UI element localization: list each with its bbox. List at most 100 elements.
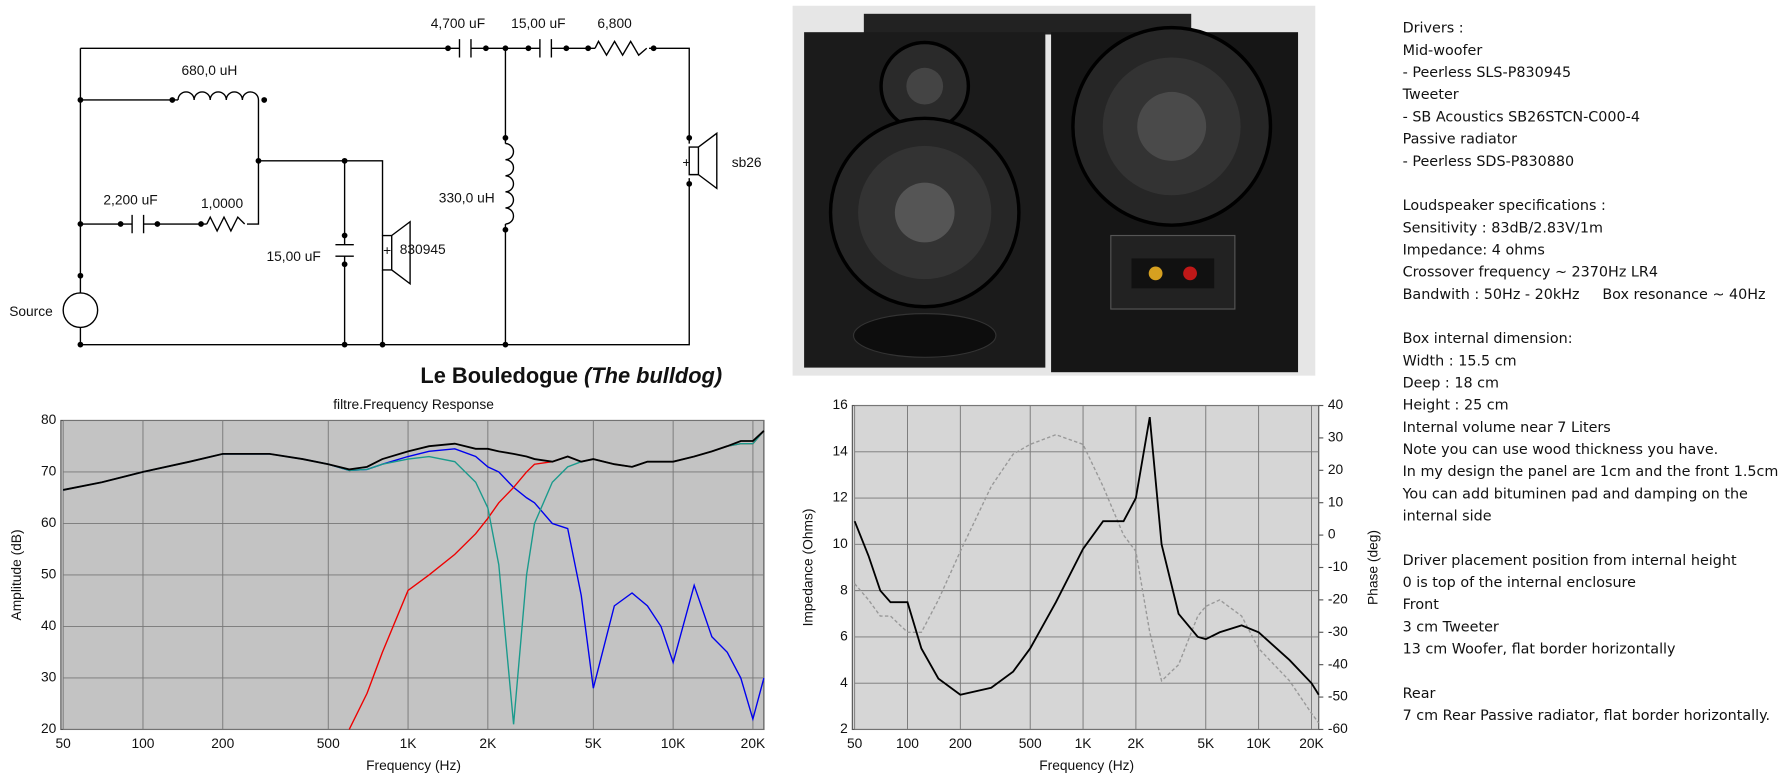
y2-axis-label: Phase (deg) bbox=[1366, 530, 1381, 605]
note-line: Mid-woofer bbox=[1403, 43, 1483, 59]
y-tick-label: 60 bbox=[41, 515, 57, 530]
x-tick-label: 500 bbox=[1019, 736, 1042, 751]
component-label: 680,0 uH bbox=[181, 63, 237, 78]
x-tick-label: 1K bbox=[400, 736, 418, 751]
y2-tick-label: -10 bbox=[1328, 559, 1348, 574]
woofer-symbol bbox=[381, 220, 411, 286]
note-line: Height : 25 cm bbox=[1403, 398, 1509, 414]
y-tick-label: 10 bbox=[832, 536, 848, 551]
series-line bbox=[63, 430, 765, 491]
y2-tick-label: 20 bbox=[1328, 462, 1344, 477]
x-tick-label: 200 bbox=[949, 736, 972, 751]
series-line bbox=[853, 416, 1320, 696]
y2-tick-label: -40 bbox=[1328, 656, 1348, 671]
y-tick-label: 40 bbox=[41, 618, 57, 633]
component-label: 330,0 uH bbox=[439, 190, 495, 205]
y-tick-label: 30 bbox=[41, 670, 57, 685]
note-line: 7 cm Rear Passive radiator, flat border … bbox=[1403, 708, 1771, 724]
note-line: Passive radiator bbox=[1403, 132, 1518, 148]
component-label: 830945 bbox=[400, 242, 446, 257]
note-line: Sensitivity : 83dB/2.83V/1m bbox=[1403, 220, 1603, 236]
x-tick-label: 1K bbox=[1075, 736, 1093, 751]
note-line: Impedance: 4 ohms bbox=[1403, 242, 1545, 258]
caption-subtitle: (The bulldog) bbox=[584, 363, 722, 388]
note-line: Crossover frequency ~ 2370Hz LR4 bbox=[1403, 265, 1658, 281]
y-tick-label: 16 bbox=[832, 397, 848, 412]
note-line: - Peerless SLS-P830945 bbox=[1403, 65, 1572, 81]
x-tick-label: 2K bbox=[1127, 736, 1145, 751]
note-line: Box internal dimension: bbox=[1403, 331, 1573, 347]
inductor bbox=[177, 91, 515, 225]
polarity: + bbox=[383, 243, 391, 258]
note-line: Bandwith : 50Hz - 20kHz Box resonance ~ … bbox=[1403, 287, 1766, 303]
y2-tick-label: -50 bbox=[1328, 689, 1348, 704]
component-label: sb26 bbox=[732, 155, 762, 170]
component-label: 15,00 uF bbox=[511, 16, 565, 31]
note-line: In my design the panel are 1cm and the f… bbox=[1403, 464, 1779, 480]
note-line: 13 cm Woofer, flat border horizontally bbox=[1403, 642, 1676, 658]
plot-area bbox=[851, 404, 1320, 731]
note-line: Tweeter bbox=[1402, 87, 1459, 103]
y-tick-label: 4 bbox=[840, 675, 848, 690]
y-tick-label: 2 bbox=[840, 721, 848, 736]
note-line: Note you can use wood thickness you have… bbox=[1403, 442, 1719, 458]
component-label: 15,00 uF bbox=[267, 249, 321, 264]
component-label: 2,200 uF bbox=[103, 193, 157, 208]
component-label: 6,800 bbox=[597, 16, 632, 31]
note-line: - Peerless SDS-P830880 bbox=[1403, 154, 1575, 170]
source-symbol bbox=[62, 292, 99, 329]
notes: Drivers : Mid-woofer - Peerless SLS-P83094… bbox=[1402, 21, 1779, 724]
x-axis-label: Frequency (Hz) bbox=[1039, 758, 1134, 773]
chart-title: filtre.Frequency Response bbox=[333, 397, 494, 412]
capacitor bbox=[131, 39, 553, 257]
x-tick-label: 50 bbox=[847, 736, 863, 751]
y-tick-label: 70 bbox=[41, 464, 57, 479]
note-line: Deep : 18 cm bbox=[1403, 375, 1499, 391]
note-line: Loudspeaker specifications : bbox=[1403, 198, 1606, 214]
y2-tick-label: 10 bbox=[1328, 494, 1344, 509]
y-tick-label: 50 bbox=[41, 567, 57, 582]
y2-tick-label: 0 bbox=[1328, 527, 1336, 542]
component-label: 4,700 uF bbox=[431, 16, 485, 31]
charts: 50 100 200 500 1K 2K 5K 10K 20K20304050607080fil… bbox=[9, 397, 1381, 773]
tweeter-symbol bbox=[688, 131, 718, 190]
y2-tick-label: 30 bbox=[1328, 430, 1344, 445]
wire bbox=[79, 47, 690, 346]
note-line: Front bbox=[1403, 597, 1440, 613]
junctions bbox=[77, 45, 693, 348]
x-tick-label: 200 bbox=[211, 736, 234, 751]
polarity: + bbox=[682, 155, 690, 170]
y2-tick-label: -30 bbox=[1328, 624, 1348, 639]
y-tick-label: 12 bbox=[832, 490, 847, 505]
caption-title: Le Bouledogue bbox=[420, 363, 578, 388]
y2-tick-label: 40 bbox=[1328, 397, 1344, 412]
caption: Le Bouledogue (The bulldog) bbox=[420, 363, 722, 388]
x-tick-label: 100 bbox=[896, 736, 919, 751]
note-line: Driver placement position from internal … bbox=[1403, 553, 1737, 569]
note-line: - SB Acoustics SB26STCN-C000-4 bbox=[1403, 109, 1640, 125]
x-tick-label: 500 bbox=[317, 736, 340, 751]
note-line: internal side bbox=[1403, 508, 1492, 524]
x-tick-label: 5K bbox=[585, 736, 603, 751]
x-tick-label: 5K bbox=[1197, 736, 1215, 751]
component-label: Source bbox=[9, 304, 53, 319]
y-axis-label: Impedance (Ohms) bbox=[800, 509, 815, 627]
note-line: 3 cm Tweeter bbox=[1403, 619, 1499, 635]
y2-tick-label: -20 bbox=[1328, 592, 1348, 607]
y-tick-label: 6 bbox=[840, 629, 848, 644]
y-axis-label: Amplitude (dB) bbox=[9, 529, 24, 620]
y-tick-label: 20 bbox=[41, 721, 57, 736]
x-tick-label: 100 bbox=[131, 736, 154, 751]
y-tick-label: 8 bbox=[840, 582, 848, 597]
note-line: Width : 15.5 cm bbox=[1403, 353, 1517, 369]
note-line: You can add bituminen pad and damping on… bbox=[1402, 486, 1748, 502]
x-tick-label: 2K bbox=[479, 736, 497, 751]
x-tick-label: 50 bbox=[56, 736, 72, 751]
note-line: Drivers : bbox=[1403, 21, 1464, 37]
y2-tick-label: -60 bbox=[1328, 721, 1348, 736]
schematic: 4,700 uF 15,00 uF 6,800 680,0 uH 330,0 u… bbox=[9, 16, 762, 348]
note-line: 0 is top of the internal enclosure bbox=[1403, 575, 1637, 591]
x-tick-label: 10K bbox=[661, 736, 686, 751]
x-tick-label: 10K bbox=[1246, 736, 1271, 751]
